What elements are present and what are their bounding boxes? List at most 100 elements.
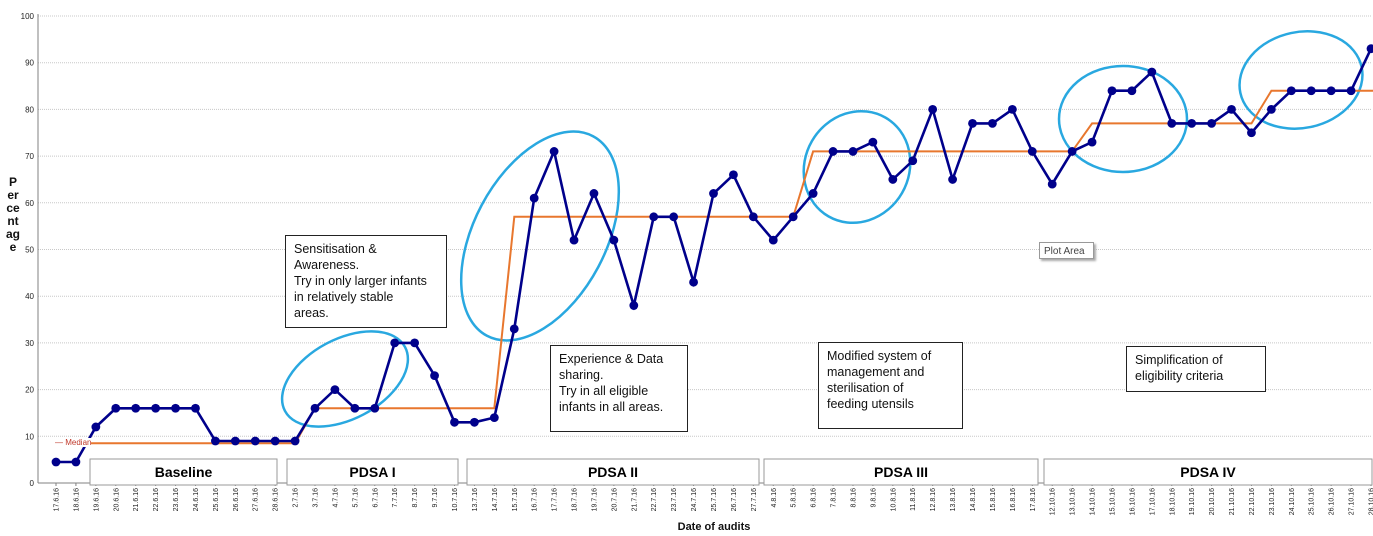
- x-tick-label: 24.7.16: [691, 488, 698, 511]
- y-tick-labels: 0 10 20 30 40 50 60 70 80 90 100: [21, 12, 35, 488]
- data-point: [250, 436, 260, 446]
- x-tick-label: 24.10.16: [1289, 488, 1296, 515]
- annotation-line: Awareness.: [294, 258, 360, 272]
- annotation-line: eligibility criteria: [1135, 369, 1224, 383]
- y-tick-label: 0: [30, 479, 35, 488]
- x-tick-label: 25.6.16: [213, 488, 220, 511]
- data-point: [569, 235, 579, 245]
- x-tick-label: 18.6.16: [73, 488, 80, 511]
- phase-label: PDSA IV: [1180, 464, 1236, 480]
- phase-bands: Baseline PDSA I PDSA II PDSA III PDSA IV: [89, 458, 1373, 486]
- phase-box: [466, 458, 760, 486]
- data-point: [509, 324, 519, 334]
- x-tick-label: 22.10.16: [1249, 488, 1256, 515]
- x-tick-label: 17.6.16: [54, 488, 61, 511]
- y-axis-title: Percentage: [6, 175, 21, 254]
- x-tick-label: 6.7.16: [372, 488, 379, 508]
- x-tick-label: 12.8.16: [930, 488, 937, 511]
- x-tick-label: 9.7.16: [432, 488, 439, 508]
- annotation-line: Simplification of: [1135, 353, 1223, 367]
- y-tick-label: 30: [25, 339, 34, 348]
- data-point: [928, 105, 938, 114]
- annotation-line: management and: [827, 365, 925, 379]
- highlight-ellipse: [802, 109, 912, 225]
- data-point: [151, 403, 161, 413]
- data-point: [589, 189, 599, 198]
- data-point: [1027, 147, 1037, 156]
- x-tick-label: 21.6.16: [133, 488, 140, 511]
- data-point: [1047, 179, 1057, 189]
- phase-box: [89, 458, 278, 486]
- x-tick-label: 26.10.16: [1329, 488, 1336, 515]
- annotation-line: Try in only larger infants: [294, 274, 427, 288]
- x-axis-title: Date of audits: [678, 521, 751, 533]
- annotation-line: sterilisation of: [827, 381, 904, 395]
- median-legend-key: — Median: [55, 438, 92, 447]
- x-tick-label: 7.7.16: [392, 488, 399, 508]
- x-tick-label: 20.6.16: [113, 488, 120, 511]
- data-point: [290, 436, 300, 446]
- x-tick-label: 18.7.16: [572, 488, 579, 511]
- x-tick-label: 15.8.16: [990, 488, 997, 511]
- phase-label: Baseline: [155, 464, 213, 480]
- x-tick-label: 21.7.16: [631, 488, 638, 511]
- x-tick-label: 26.7.16: [731, 488, 738, 511]
- data-point: [1366, 44, 1373, 54]
- x-tick-label: 4.8.16: [771, 488, 778, 508]
- x-tick-label: 16.8.16: [1010, 488, 1017, 511]
- data-point: [709, 189, 718, 198]
- annotation-experience: Experience & Data sharing. Try in all el…: [550, 345, 688, 432]
- x-tick-label: 3.7.16: [313, 488, 320, 508]
- x-tick-label: 16.7.16: [532, 488, 539, 511]
- y-tick-label: 100: [21, 12, 35, 21]
- gridlines: [38, 15, 1372, 437]
- data-point: [131, 403, 141, 413]
- annotation-sensitisation: Sensitisation & Awareness. Try in only l…: [285, 235, 447, 328]
- annotation-line: sharing.: [559, 368, 604, 382]
- data-point: [111, 403, 121, 413]
- data-point: [988, 119, 997, 128]
- x-tick-label: 2.7.16: [293, 488, 300, 508]
- data-point: [310, 403, 320, 413]
- phase-box: [763, 458, 1039, 486]
- highlight-ellipse: [459, 130, 621, 342]
- x-tick-label: 7.8.16: [831, 488, 838, 508]
- data-point: [410, 338, 420, 348]
- data-point: [768, 235, 778, 245]
- data-point: [629, 301, 639, 310]
- phase-label: PDSA III: [874, 464, 928, 480]
- y-tick-label: 40: [25, 292, 34, 301]
- x-tick-label: 27.10.16: [1349, 488, 1356, 515]
- x-tick-label: 15.10.16: [1109, 488, 1116, 515]
- data-point: [191, 403, 200, 413]
- y-tick-label: 80: [25, 105, 34, 114]
- data-point: [171, 403, 180, 413]
- phase-box: [286, 458, 459, 486]
- data-point: [450, 417, 459, 427]
- data-point: [1187, 119, 1197, 128]
- highlight-ellipse: [1057, 64, 1189, 174]
- x-tick-label: 25.7.16: [711, 488, 718, 511]
- data-point: [1007, 105, 1017, 114]
- y-tick-label: 20: [25, 386, 34, 395]
- x-tick-label: 9.8.16: [870, 488, 877, 508]
- phase-label: PDSA II: [588, 464, 638, 480]
- data-series: [51, 44, 1373, 467]
- data-point: [529, 193, 539, 203]
- data-point: [788, 212, 798, 222]
- annotation-line: Try in all eligible: [559, 384, 649, 398]
- data-point: [689, 277, 698, 287]
- x-tick-label: 28.10.16: [1369, 488, 1373, 515]
- x-tick-label: 19.10.16: [1189, 488, 1196, 515]
- x-tick-label: 23.7.16: [671, 488, 678, 511]
- y-tick-label: 90: [25, 59, 34, 68]
- data-point: [71, 457, 81, 467]
- x-tick-label: 14.7.16: [492, 488, 499, 511]
- data-point: [1147, 67, 1157, 77]
- y-tick-label: 10: [25, 432, 34, 441]
- data-point: [390, 338, 400, 348]
- y-tick-label: 50: [25, 246, 34, 255]
- data-point: [1067, 147, 1077, 156]
- x-tick-label: 28.6.16: [273, 488, 280, 511]
- x-tick-label: 16.10.16: [1129, 488, 1136, 515]
